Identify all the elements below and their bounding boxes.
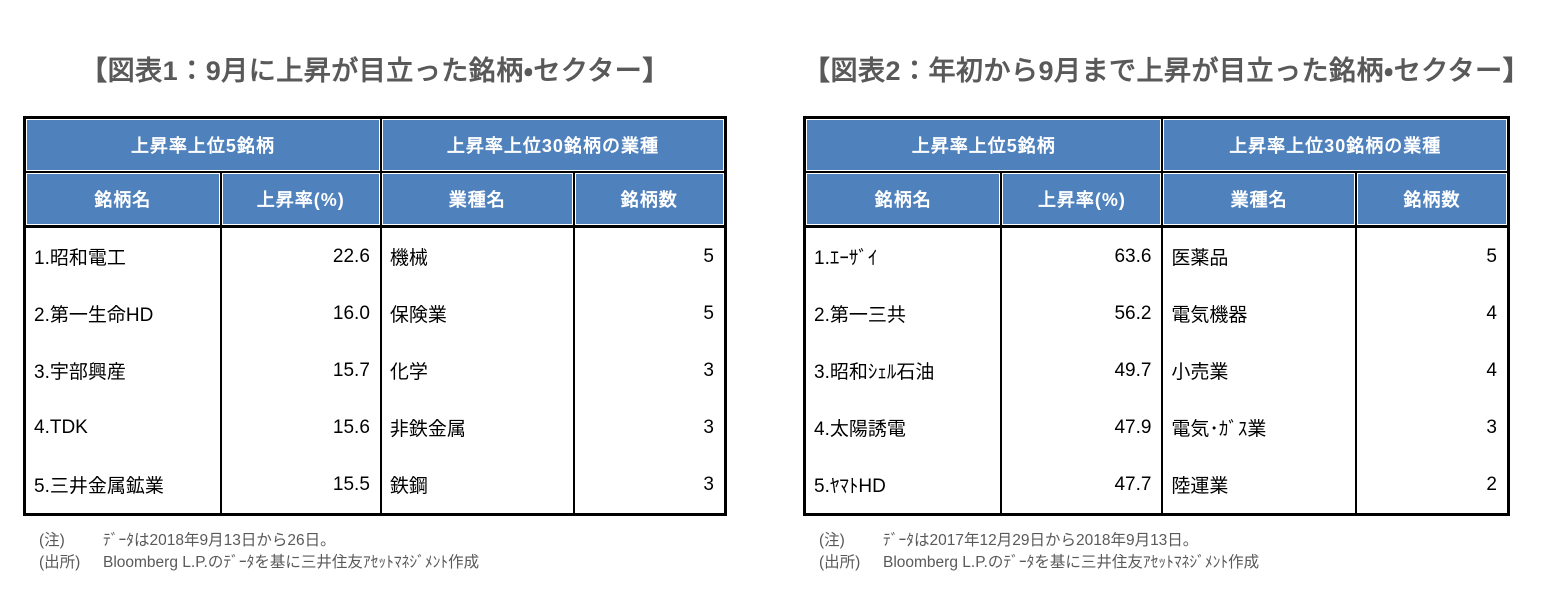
figure2-col-header-sector-name: 業種名	[1163, 173, 1355, 225]
cell-rise-rate: 47.7	[1002, 456, 1162, 513]
cell-sector-name: 鉄鋼	[381, 456, 573, 513]
source-label: (出所)	[819, 554, 861, 571]
cell-sector-name: 医薬品	[1163, 228, 1355, 285]
figure2-col-header-stock-name: 銘柄名	[806, 173, 1001, 225]
cell-sector-name: 化学	[381, 342, 573, 399]
figure2-group-header-top5-stocks: 上昇率上位5銘柄	[806, 119, 1162, 171]
source-text: Bloomberg L.P.のﾃﾞｰﾀを基に三井住友ｱｾｯﾄﾏﾈｼﾞﾒﾝﾄ作成	[883, 554, 1260, 571]
cell-stock-count: 4	[1356, 342, 1507, 399]
cell-stock-name: 4.TDK	[26, 399, 220, 456]
source-text: Bloomberg L.P.のﾃﾞｰﾀを基に三井住友ｱｾｯﾄﾏﾈｼﾞﾒﾝﾄ作成	[103, 554, 480, 571]
cell-sector-name: 機械	[381, 228, 573, 285]
cell-rise-rate: 49.7	[1002, 342, 1162, 399]
cell-sector-name: 保険業	[381, 285, 573, 342]
cell-sector-name: 小売業	[1163, 342, 1355, 399]
cell-rise-rate: 56.2	[1002, 285, 1162, 342]
cell-rise-rate: 15.7	[221, 342, 380, 399]
cell-stock-name: 3.宇部興産	[26, 342, 220, 399]
source-line: (出所) Bloomberg L.P.のﾃﾞｰﾀを基に三井住友ｱｾｯﾄﾏﾈｼﾞﾒ…	[819, 552, 1510, 574]
cell-stock-name: 5.三井金属鉱業	[26, 456, 220, 513]
cell-sector-name: 非鉄金属	[381, 399, 573, 456]
note-label: (注)	[819, 532, 845, 549]
figure2-table-header: 上昇率上位5銘柄 上昇率上位30銘柄の業種 銘柄名 上昇率(%) 業種名 銘柄数	[806, 119, 1507, 225]
source-line: (出所) Bloomberg L.P.のﾃﾞｰﾀを基に三井住友ｱｾｯﾄﾏﾈｼﾞﾒ…	[39, 552, 727, 574]
figure2-group-header-top30-sectors: 上昇率上位30銘柄の業種	[1163, 119, 1507, 171]
cell-stock-name: 2.第一三共	[806, 285, 1001, 342]
figure1-table-header: 上昇率上位5銘柄 上昇率上位30銘柄の業種 銘柄名 上昇率(%) 業種名 銘柄数	[26, 119, 724, 225]
cell-stock-count: 4	[1356, 285, 1507, 342]
figure1-group-header-top5-stocks: 上昇率上位5銘柄	[26, 119, 380, 171]
figure2-panel: 【図表2：年初から9月まで上昇が目立った銘柄・セクター】 上昇率上位5銘柄 上昇…	[803, 50, 1531, 574]
cell-stock-count: 3	[1356, 399, 1507, 456]
figure1-group-header-top30-sectors: 上昇率上位30銘柄の業種	[381, 119, 724, 171]
figure2-col-header-stock-count: 銘柄数	[1356, 173, 1507, 225]
cell-stock-name: 1.ｴｰｻﾞｲ	[806, 228, 1001, 285]
cell-rise-rate: 22.6	[221, 228, 380, 285]
cell-stock-count: 5	[574, 228, 724, 285]
figure2-col-header-rise-rate: 上昇率(%)	[1002, 173, 1162, 225]
cell-stock-count: 3	[574, 399, 724, 456]
source-label: (出所)	[39, 554, 81, 571]
cell-stock-count: 2	[1356, 456, 1507, 513]
figure1-title: 【図表1：9月に上昇が目立った銘柄・セクター】	[80, 56, 670, 86]
figure1-panel: 【図表1：9月に上昇が目立った銘柄・セクター】 上昇率上位5銘柄 上昇率上位30…	[23, 50, 727, 574]
cell-stock-count: 3	[574, 456, 724, 513]
cell-rise-rate: 15.6	[221, 399, 380, 456]
cell-rise-rate: 47.9	[1002, 399, 1162, 456]
figure1-notes: (注) ﾃﾞｰﾀは2018年9月13日から26日。 (出所) Bloomberg…	[39, 530, 727, 574]
figure1-table: 上昇率上位5銘柄 上昇率上位30銘柄の業種 銘柄名 上昇率(%) 業種名 銘柄数…	[23, 116, 727, 516]
cell-stock-name: 2.第一生命HD	[26, 285, 220, 342]
figure1-col-header-sector-name: 業種名	[381, 173, 573, 225]
cell-stock-name: 4.太陽誘電	[806, 399, 1001, 456]
cell-stock-count: 5	[574, 285, 724, 342]
figure1-table-body: 1.昭和電工 22.6 機械 5 2.第一生命HD 16.0 保険業 5 3.宇…	[26, 225, 724, 513]
cell-rise-rate: 15.5	[221, 456, 380, 513]
note-line: (注) ﾃﾞｰﾀは2017年12月29日から2018年9月13日。	[819, 530, 1510, 552]
note-label: (注)	[39, 532, 65, 549]
figure2-notes: (注) ﾃﾞｰﾀは2017年12月29日から2018年9月13日。 (出所) B…	[819, 530, 1510, 574]
cell-sector-name: 電気･ｶﾞｽ業	[1163, 399, 1355, 456]
figure1-col-header-stock-count: 銘柄数	[574, 173, 724, 225]
cell-sector-name: 電気機器	[1163, 285, 1355, 342]
figure2-title: 【図表2：年初から9月まで上昇が目立った銘柄・セクター】	[803, 56, 1531, 86]
figure1-col-header-stock-name: 銘柄名	[26, 173, 220, 225]
note-line: (注) ﾃﾞｰﾀは2018年9月13日から26日。	[39, 530, 727, 552]
cell-stock-count: 3	[574, 342, 724, 399]
note-text: ﾃﾞｰﾀは2017年12月29日から2018年9月13日。	[883, 532, 1199, 549]
figure2-table-body: 1.ｴｰｻﾞｲ 63.6 医薬品 5 2.第一三共 56.2 電気機器 4 3.…	[806, 225, 1507, 513]
figure1-col-header-rise-rate: 上昇率(%)	[221, 173, 380, 225]
cell-stock-name: 3.昭和ｼｪﾙ石油	[806, 342, 1001, 399]
note-text: ﾃﾞｰﾀは2018年9月13日から26日。	[103, 532, 336, 549]
cell-rise-rate: 63.6	[1002, 228, 1162, 285]
figure2-table: 上昇率上位5銘柄 上昇率上位30銘柄の業種 銘柄名 上昇率(%) 業種名 銘柄数…	[803, 116, 1510, 516]
cell-stock-name: 5.ﾔﾏﾄHD	[806, 456, 1001, 513]
cell-rise-rate: 16.0	[221, 285, 380, 342]
cell-stock-count: 5	[1356, 228, 1507, 285]
figure-panels: 【図表1：9月に上昇が目立った銘柄・セクター】 上昇率上位5銘柄 上昇率上位30…	[23, 50, 1542, 574]
cell-sector-name: 陸運業	[1163, 456, 1355, 513]
cell-stock-name: 1.昭和電工	[26, 228, 220, 285]
